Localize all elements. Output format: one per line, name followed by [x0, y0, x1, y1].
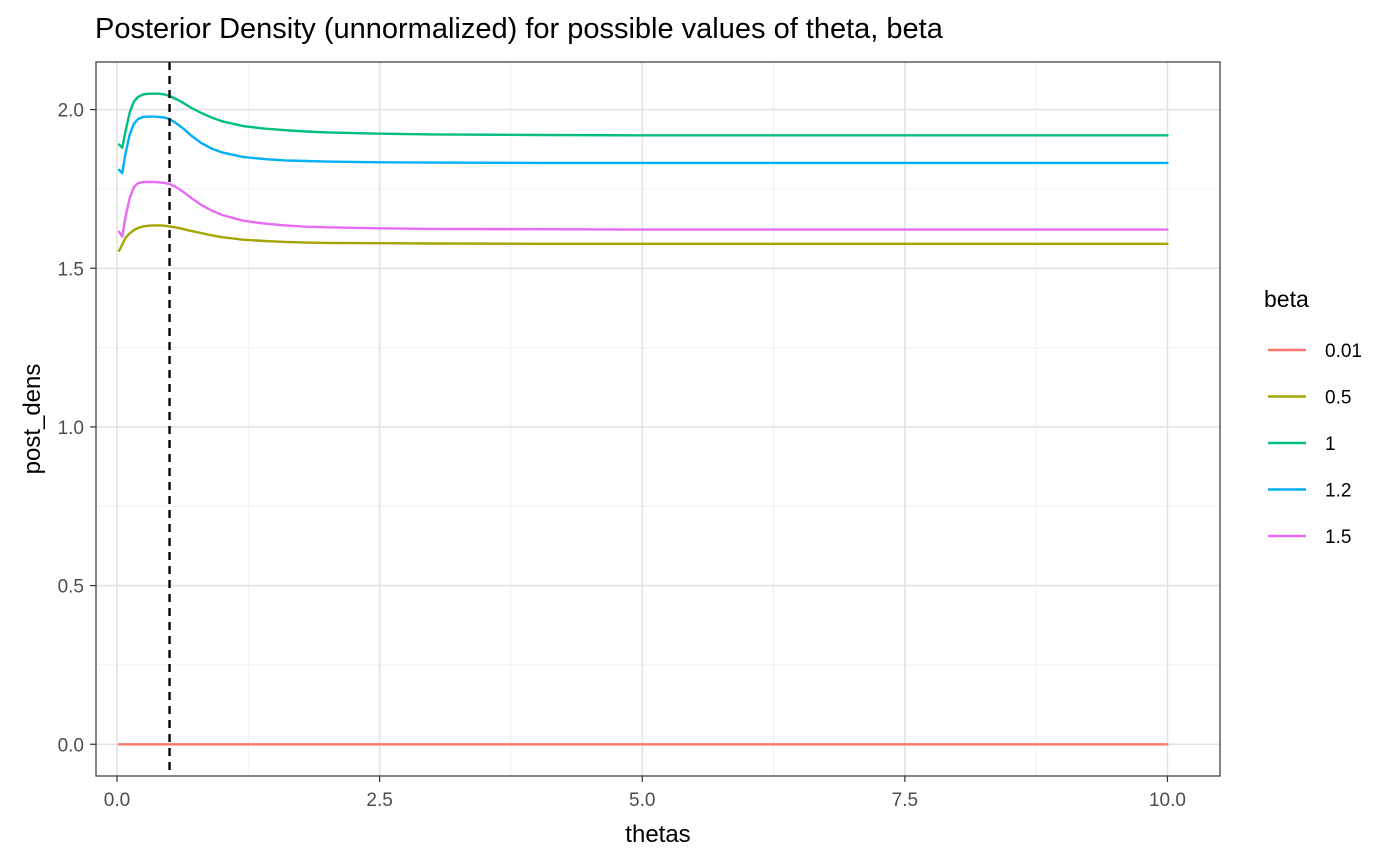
- plot-panel: [96, 62, 1220, 776]
- y-tick-label: 1.0: [58, 418, 84, 439]
- x-tick-label: 2.5: [366, 790, 392, 811]
- x-tick-label: 10.0: [1149, 790, 1186, 811]
- x-axis-ticks: 0.0 2.5 5.0 7.5 10.0: [104, 776, 1186, 811]
- legend-label-0-5: 0.5: [1325, 388, 1351, 409]
- series-line-0-5: [117, 224, 1169, 253]
- series-line-1: [117, 92, 1169, 149]
- series-line-1-5: [117, 180, 1169, 238]
- y-axis-title: post_dens: [19, 364, 46, 475]
- x-tick-label: 5.0: [629, 790, 655, 811]
- y-tick-label: 1.5: [58, 259, 84, 280]
- x-axis-title: thetas: [625, 821, 690, 848]
- x-tick-label: 0.0: [104, 790, 130, 811]
- plot-border: [95, 61, 1221, 777]
- chart-title: Posterior Density (unnormalized) for pos…: [95, 13, 944, 45]
- legend-label-0-01: 0.01: [1325, 341, 1362, 362]
- y-tick-label: 2.0: [58, 101, 84, 122]
- legend-label-1-5: 1.5: [1325, 527, 1351, 548]
- x-tick-label: 7.5: [892, 790, 918, 811]
- series-line-1-2: [117, 115, 1169, 175]
- series-lines: [117, 92, 1169, 746]
- legend-items: 0.01 0.5 1 1.2 1.5: [1268, 341, 1362, 548]
- legend-label-1-2: 1.2: [1325, 481, 1351, 502]
- legend-label-1: 1: [1325, 434, 1336, 455]
- legend-title: beta: [1264, 286, 1309, 312]
- y-tick-label: 0.5: [58, 577, 84, 598]
- y-axis-ticks: 0.0 0.5 1.0 1.5 2.0: [58, 101, 96, 756]
- legend: beta 0.01 0.5 1 1.2 1.5: [1264, 286, 1362, 548]
- y-tick-label: 0.0: [58, 735, 84, 756]
